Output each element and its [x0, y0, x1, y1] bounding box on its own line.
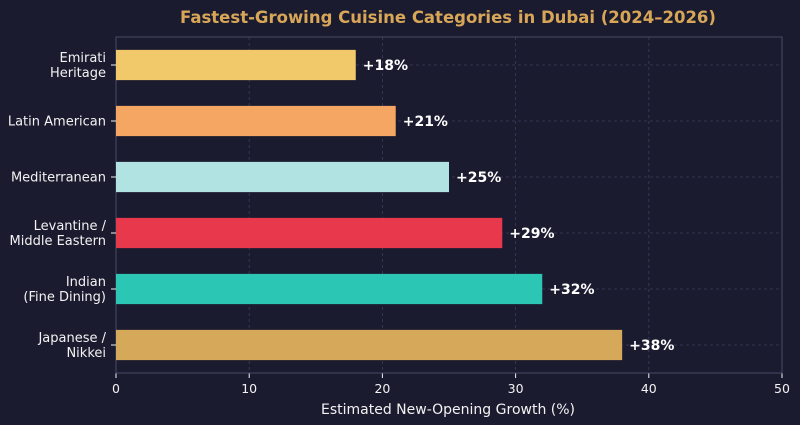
chart-title: Fastest-Growing Cuisine Categories in Du…: [180, 8, 716, 27]
category-label-line: Latin American: [8, 115, 106, 130]
x-tick-label: 40: [641, 381, 657, 396]
category-label-line: Indian: [66, 275, 106, 290]
category-label: Indian (Fine Dining): [23, 275, 106, 305]
bar: [116, 49, 356, 81]
data-label: +38%: [629, 338, 674, 354]
category-label-line: Emirati: [59, 51, 106, 66]
category-label-line: Middle Eastern: [10, 234, 106, 249]
category-label: Mediterranean: [11, 171, 106, 186]
category-label: Japanese / Nikkei: [37, 331, 106, 361]
category-label: Latin American: [8, 115, 106, 130]
x-tick-label: 0: [112, 381, 120, 396]
bar: [116, 161, 449, 193]
category-label-line: Nikkei: [66, 346, 106, 361]
bar: [116, 329, 623, 361]
x-axis-title: Estimated New-Opening Growth (%): [321, 402, 575, 418]
category-label-line: Heritage: [50, 66, 106, 81]
data-label: +21%: [403, 114, 448, 130]
data-label: +29%: [509, 226, 554, 242]
category-label-line: Mediterranean: [11, 171, 106, 186]
category-label-line: Japanese /: [37, 331, 106, 346]
bar: [116, 105, 396, 137]
bar: [116, 217, 503, 249]
x-tick-label: 50: [774, 381, 790, 396]
bar: [116, 273, 543, 305]
data-label: +32%: [549, 282, 594, 298]
plot-area: 0 10 20 30 40 50 Emirati Heritage +18% Latin Amer…: [8, 36, 790, 396]
x-tick-label: 20: [374, 381, 390, 396]
category-label: Emirati Heritage: [50, 51, 106, 81]
data-label: +25%: [456, 170, 501, 186]
category-label-line: (Fine Dining): [23, 290, 106, 305]
x-tick-label: 30: [508, 381, 524, 396]
x-tick-label: 10: [241, 381, 257, 396]
data-label: +18%: [363, 58, 408, 74]
category-label: Levantine / Middle Eastern: [10, 219, 107, 249]
category-label-line: Levantine /: [34, 219, 107, 234]
plot-border: [115, 36, 783, 374]
